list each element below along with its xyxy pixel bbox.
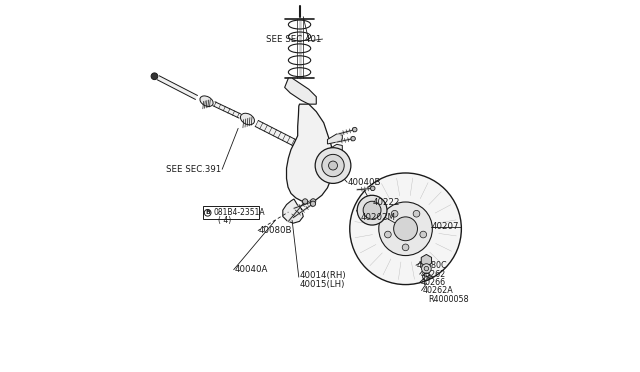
Text: 40040B: 40040B [348, 178, 381, 187]
Polygon shape [287, 104, 333, 202]
Text: 40202M: 40202M [361, 213, 396, 222]
Circle shape [402, 244, 409, 251]
Circle shape [413, 211, 420, 217]
Ellipse shape [200, 96, 213, 106]
Text: 40262A: 40262A [422, 286, 453, 295]
Circle shape [385, 231, 391, 238]
Text: 40080C: 40080C [417, 262, 447, 270]
Circle shape [151, 73, 158, 80]
Text: 40080B: 40080B [259, 226, 292, 235]
Circle shape [310, 201, 316, 206]
Text: B: B [205, 210, 210, 215]
Circle shape [424, 266, 429, 271]
Text: 40014(RH): 40014(RH) [300, 271, 346, 280]
Circle shape [420, 231, 427, 238]
Text: R4000058: R4000058 [428, 295, 468, 304]
Text: 40262: 40262 [420, 270, 445, 279]
Polygon shape [328, 144, 342, 154]
Circle shape [391, 211, 398, 217]
Text: 40040A: 40040A [234, 265, 268, 274]
Circle shape [349, 173, 461, 285]
Text: 081B4-2351A: 081B4-2351A [213, 208, 265, 217]
Text: 40266: 40266 [420, 278, 445, 287]
Polygon shape [157, 76, 198, 99]
Text: SEE SEC.391: SEE SEC.391 [166, 165, 221, 174]
Text: ( 4): ( 4) [218, 216, 231, 225]
Circle shape [303, 199, 308, 204]
Circle shape [351, 137, 355, 141]
Circle shape [310, 199, 316, 204]
Circle shape [363, 201, 381, 219]
Polygon shape [328, 134, 342, 144]
Circle shape [315, 148, 351, 183]
Polygon shape [421, 254, 431, 266]
Circle shape [357, 195, 387, 225]
Text: 40207: 40207 [431, 222, 459, 231]
Circle shape [371, 186, 375, 190]
Circle shape [422, 264, 431, 273]
Ellipse shape [241, 113, 255, 125]
Text: 40222: 40222 [372, 198, 399, 207]
Polygon shape [283, 199, 303, 223]
Polygon shape [285, 78, 316, 104]
Polygon shape [213, 102, 241, 118]
Circle shape [322, 154, 344, 177]
Polygon shape [255, 121, 299, 147]
Circle shape [328, 161, 337, 170]
Text: SEE SEC.401: SEE SEC.401 [266, 35, 322, 44]
Circle shape [394, 217, 417, 241]
Text: 40015(LH): 40015(LH) [300, 280, 345, 289]
Circle shape [379, 202, 433, 256]
Circle shape [353, 127, 357, 132]
